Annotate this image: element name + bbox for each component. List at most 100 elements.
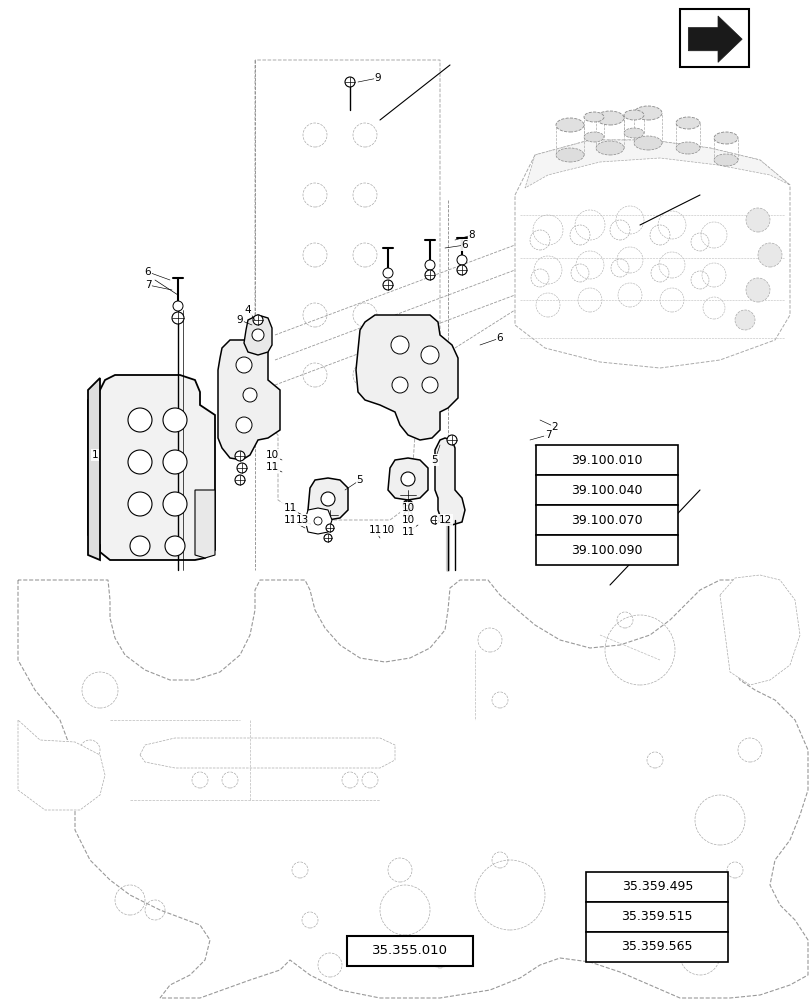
Text: 9: 9 xyxy=(236,315,243,325)
Ellipse shape xyxy=(595,141,623,155)
Polygon shape xyxy=(18,580,807,998)
Text: 39.100.010: 39.100.010 xyxy=(570,454,642,466)
Circle shape xyxy=(457,255,466,265)
Circle shape xyxy=(457,265,466,275)
Text: 10: 10 xyxy=(265,450,278,460)
Circle shape xyxy=(130,536,150,556)
Polygon shape xyxy=(139,738,394,768)
Ellipse shape xyxy=(623,128,643,138)
Text: 5: 5 xyxy=(431,455,438,465)
Polygon shape xyxy=(305,508,332,534)
Polygon shape xyxy=(514,140,789,368)
Circle shape xyxy=(446,435,457,445)
Text: 39.100.070: 39.100.070 xyxy=(570,514,642,526)
Circle shape xyxy=(128,450,152,474)
Text: 12: 12 xyxy=(438,515,451,525)
Text: 39.100.090: 39.100.090 xyxy=(570,544,642,556)
Circle shape xyxy=(314,517,322,525)
Circle shape xyxy=(324,534,332,542)
Circle shape xyxy=(163,408,187,432)
Text: 8: 8 xyxy=(468,230,474,240)
Ellipse shape xyxy=(676,142,699,154)
Circle shape xyxy=(128,408,152,432)
Circle shape xyxy=(234,475,245,485)
Ellipse shape xyxy=(713,132,737,144)
Polygon shape xyxy=(243,315,272,355)
Circle shape xyxy=(165,536,185,556)
Circle shape xyxy=(242,388,257,402)
Text: 35.355.010: 35.355.010 xyxy=(371,944,448,957)
Ellipse shape xyxy=(556,148,583,162)
Ellipse shape xyxy=(583,132,603,142)
Ellipse shape xyxy=(583,112,603,122)
Polygon shape xyxy=(388,458,427,500)
Circle shape xyxy=(325,524,333,532)
Polygon shape xyxy=(255,60,440,520)
Text: 11: 11 xyxy=(401,527,414,537)
Text: 4: 4 xyxy=(244,305,251,315)
Ellipse shape xyxy=(633,106,661,120)
Circle shape xyxy=(391,336,409,354)
Text: 39.100.040: 39.100.040 xyxy=(570,484,642,496)
Circle shape xyxy=(745,208,769,232)
Circle shape xyxy=(734,310,754,330)
Circle shape xyxy=(401,472,414,486)
Ellipse shape xyxy=(713,154,737,166)
Circle shape xyxy=(392,377,407,393)
Text: 7: 7 xyxy=(144,280,151,290)
Bar xyxy=(535,445,677,475)
Text: 10: 10 xyxy=(401,503,414,513)
Polygon shape xyxy=(217,340,280,460)
Circle shape xyxy=(383,268,393,278)
Circle shape xyxy=(320,492,335,506)
Bar xyxy=(586,872,727,902)
Text: 7: 7 xyxy=(544,430,551,440)
Polygon shape xyxy=(195,490,215,558)
Circle shape xyxy=(383,280,393,290)
Circle shape xyxy=(253,315,263,325)
Text: 35.359.515: 35.359.515 xyxy=(620,910,693,923)
Circle shape xyxy=(404,511,411,519)
Ellipse shape xyxy=(676,117,699,129)
Circle shape xyxy=(173,301,182,311)
Bar xyxy=(535,505,677,535)
Circle shape xyxy=(420,346,439,364)
Text: 9: 9 xyxy=(374,73,381,83)
Polygon shape xyxy=(719,575,799,685)
Text: 35.359.565: 35.359.565 xyxy=(620,940,693,953)
Text: 3: 3 xyxy=(558,500,564,510)
Bar xyxy=(535,535,677,565)
Circle shape xyxy=(424,260,435,270)
Circle shape xyxy=(422,377,437,393)
Text: 11: 11 xyxy=(368,525,381,535)
Circle shape xyxy=(163,450,187,474)
Text: 1: 1 xyxy=(92,450,98,460)
Polygon shape xyxy=(88,375,215,560)
Bar xyxy=(586,902,727,932)
Circle shape xyxy=(402,500,413,510)
Text: 35.359.495: 35.359.495 xyxy=(621,880,692,894)
Text: 10: 10 xyxy=(401,515,414,525)
Text: 11: 11 xyxy=(283,503,296,513)
Text: 6: 6 xyxy=(461,240,468,250)
Text: 13: 13 xyxy=(295,515,308,525)
Ellipse shape xyxy=(556,118,583,132)
Text: 6: 6 xyxy=(496,333,503,343)
Text: 6: 6 xyxy=(144,267,151,277)
Polygon shape xyxy=(525,140,789,188)
Circle shape xyxy=(757,243,781,267)
Text: 11: 11 xyxy=(283,515,296,525)
Ellipse shape xyxy=(633,136,661,150)
Text: 9: 9 xyxy=(538,447,545,457)
Bar xyxy=(535,475,677,505)
Text: 5: 5 xyxy=(356,475,363,485)
Ellipse shape xyxy=(623,110,643,120)
Circle shape xyxy=(237,463,247,473)
Text: 2: 2 xyxy=(551,422,558,432)
Text: 10: 10 xyxy=(381,525,394,535)
Polygon shape xyxy=(688,16,741,62)
Polygon shape xyxy=(307,478,348,520)
Polygon shape xyxy=(18,720,105,810)
Bar xyxy=(680,9,749,67)
Ellipse shape xyxy=(595,111,623,125)
